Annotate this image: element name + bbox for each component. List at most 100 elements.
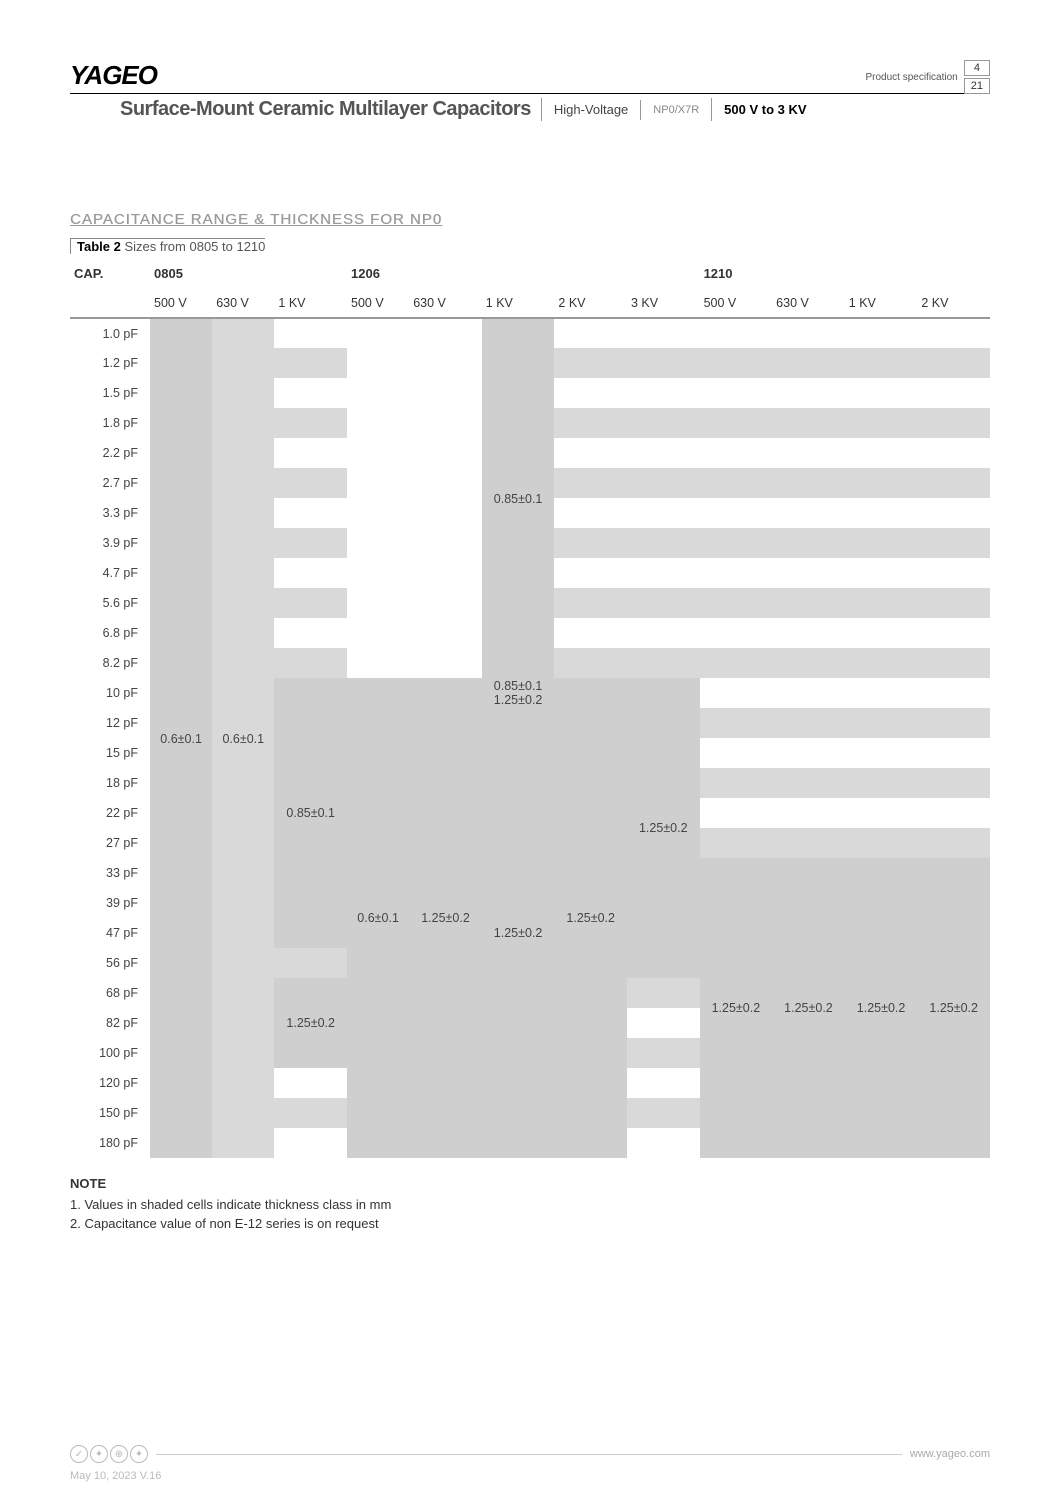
table-cell: 0.6±0.1 bbox=[347, 678, 409, 1158]
table-cell: 1.25±0.2 bbox=[845, 858, 918, 1158]
cap-row-label: 2.2 pF bbox=[70, 438, 150, 468]
table-cell bbox=[347, 528, 409, 558]
table-cell bbox=[700, 648, 773, 678]
table-cell bbox=[347, 378, 409, 408]
table-cell bbox=[554, 618, 627, 648]
table-cell bbox=[627, 348, 700, 378]
cap-row-label: 47 pF bbox=[70, 918, 150, 948]
table-cell bbox=[845, 648, 918, 678]
table-cell bbox=[772, 318, 845, 348]
table-cell bbox=[917, 438, 990, 468]
title-row: Surface-Mount Ceramic Multilayer Capacit… bbox=[120, 98, 990, 121]
table-cell bbox=[917, 408, 990, 438]
table-cell bbox=[554, 318, 627, 348]
table-cell bbox=[917, 528, 990, 558]
table-cell bbox=[274, 1098, 347, 1128]
table-cell bbox=[845, 738, 918, 768]
table-cell bbox=[554, 588, 627, 618]
table-cell bbox=[554, 408, 627, 438]
table-cell bbox=[347, 588, 409, 618]
table-cell bbox=[409, 588, 482, 618]
table-cell bbox=[627, 318, 700, 348]
cap-row-label: 6.8 pF bbox=[70, 618, 150, 648]
table-cell: 1.25±0.2 bbox=[917, 858, 990, 1158]
cap-row-label: 120 pF bbox=[70, 1068, 150, 1098]
table-cell bbox=[627, 558, 700, 588]
table-cell: 0.85±0.1 bbox=[482, 318, 555, 678]
table-cell bbox=[700, 618, 773, 648]
table-cell bbox=[845, 768, 918, 798]
cert-icon: ✓ bbox=[70, 1445, 88, 1463]
table-cell bbox=[554, 438, 627, 468]
table-cell bbox=[274, 588, 347, 618]
table-cell bbox=[772, 468, 845, 498]
table-cell bbox=[627, 438, 700, 468]
cap-row-label: 15 pF bbox=[70, 738, 150, 768]
cert-icon: ✦ bbox=[90, 1445, 108, 1463]
table-cell bbox=[845, 498, 918, 528]
table-cell bbox=[627, 1128, 700, 1158]
table-cell bbox=[627, 1008, 700, 1038]
table-cell bbox=[917, 648, 990, 678]
table-cell bbox=[554, 378, 627, 408]
table-cell bbox=[917, 678, 990, 708]
table-cell bbox=[274, 498, 347, 528]
table-cell bbox=[772, 378, 845, 408]
table-cell bbox=[772, 708, 845, 738]
table-cell bbox=[274, 348, 347, 378]
table-cell: 1.25±0.2 bbox=[700, 858, 773, 1158]
note-2: 2. Capacitance value of non E-12 series … bbox=[70, 1216, 990, 1231]
cap-row-label: 10 pF bbox=[70, 678, 150, 708]
table-cell bbox=[700, 408, 773, 438]
logo: YAGEO bbox=[70, 60, 157, 91]
table-cell bbox=[700, 768, 773, 798]
cap-row-label: 3.9 pF bbox=[70, 528, 150, 558]
table-cell bbox=[845, 408, 918, 438]
table-cell bbox=[554, 528, 627, 558]
cap-row-label: 22 pF bbox=[70, 798, 150, 828]
tag-high-voltage: High-Voltage bbox=[541, 98, 640, 121]
table-cell bbox=[554, 648, 627, 678]
table-cell bbox=[917, 768, 990, 798]
table-cell bbox=[845, 618, 918, 648]
table-cell: 0.85±0.1 bbox=[274, 678, 347, 948]
table-cell bbox=[274, 318, 347, 348]
cap-row-label: 1.8 pF bbox=[70, 408, 150, 438]
table-cell bbox=[627, 1068, 700, 1098]
cap-row-label: 3.3 pF bbox=[70, 498, 150, 528]
table-cell bbox=[347, 438, 409, 468]
table-cell bbox=[409, 618, 482, 648]
size-0805: 0805 bbox=[150, 258, 347, 288]
page-total: 21 bbox=[964, 78, 990, 94]
table-cell bbox=[700, 798, 773, 828]
cap-row-label: 27 pF bbox=[70, 828, 150, 858]
table-cell bbox=[409, 378, 482, 408]
table-cell bbox=[627, 648, 700, 678]
table-cell bbox=[917, 498, 990, 528]
table-cell: 0.6±0.1 bbox=[212, 318, 274, 1158]
cap-row-label: 1.5 pF bbox=[70, 378, 150, 408]
table-cell bbox=[772, 738, 845, 768]
table-cell bbox=[627, 408, 700, 438]
table-cell bbox=[845, 468, 918, 498]
footer-icons: ✓ ✦ ⊕ ✦ bbox=[70, 1445, 148, 1463]
tag-voltage-range: 500 V to 3 KV bbox=[711, 98, 818, 121]
table-cell bbox=[274, 468, 347, 498]
table-cell bbox=[772, 798, 845, 828]
capacitance-table: CAP. 0805 1206 1210 500 V 630 V 1 KV 500… bbox=[70, 258, 990, 1158]
cap-row-label: 12 pF bbox=[70, 708, 150, 738]
cap-row-label: 5.6 pF bbox=[70, 588, 150, 618]
table-cell bbox=[409, 498, 482, 528]
table-cell bbox=[772, 768, 845, 798]
table-cell bbox=[627, 978, 700, 1008]
table-cell bbox=[917, 588, 990, 618]
table-cell bbox=[845, 318, 918, 348]
table-cell bbox=[700, 528, 773, 558]
table-cell bbox=[554, 348, 627, 378]
table-cell: 1.25±0.2 bbox=[772, 858, 845, 1158]
table-cell bbox=[409, 348, 482, 378]
table-cell bbox=[274, 408, 347, 438]
table-cell bbox=[772, 498, 845, 528]
table-cell bbox=[347, 318, 409, 348]
table-cell bbox=[409, 318, 482, 348]
